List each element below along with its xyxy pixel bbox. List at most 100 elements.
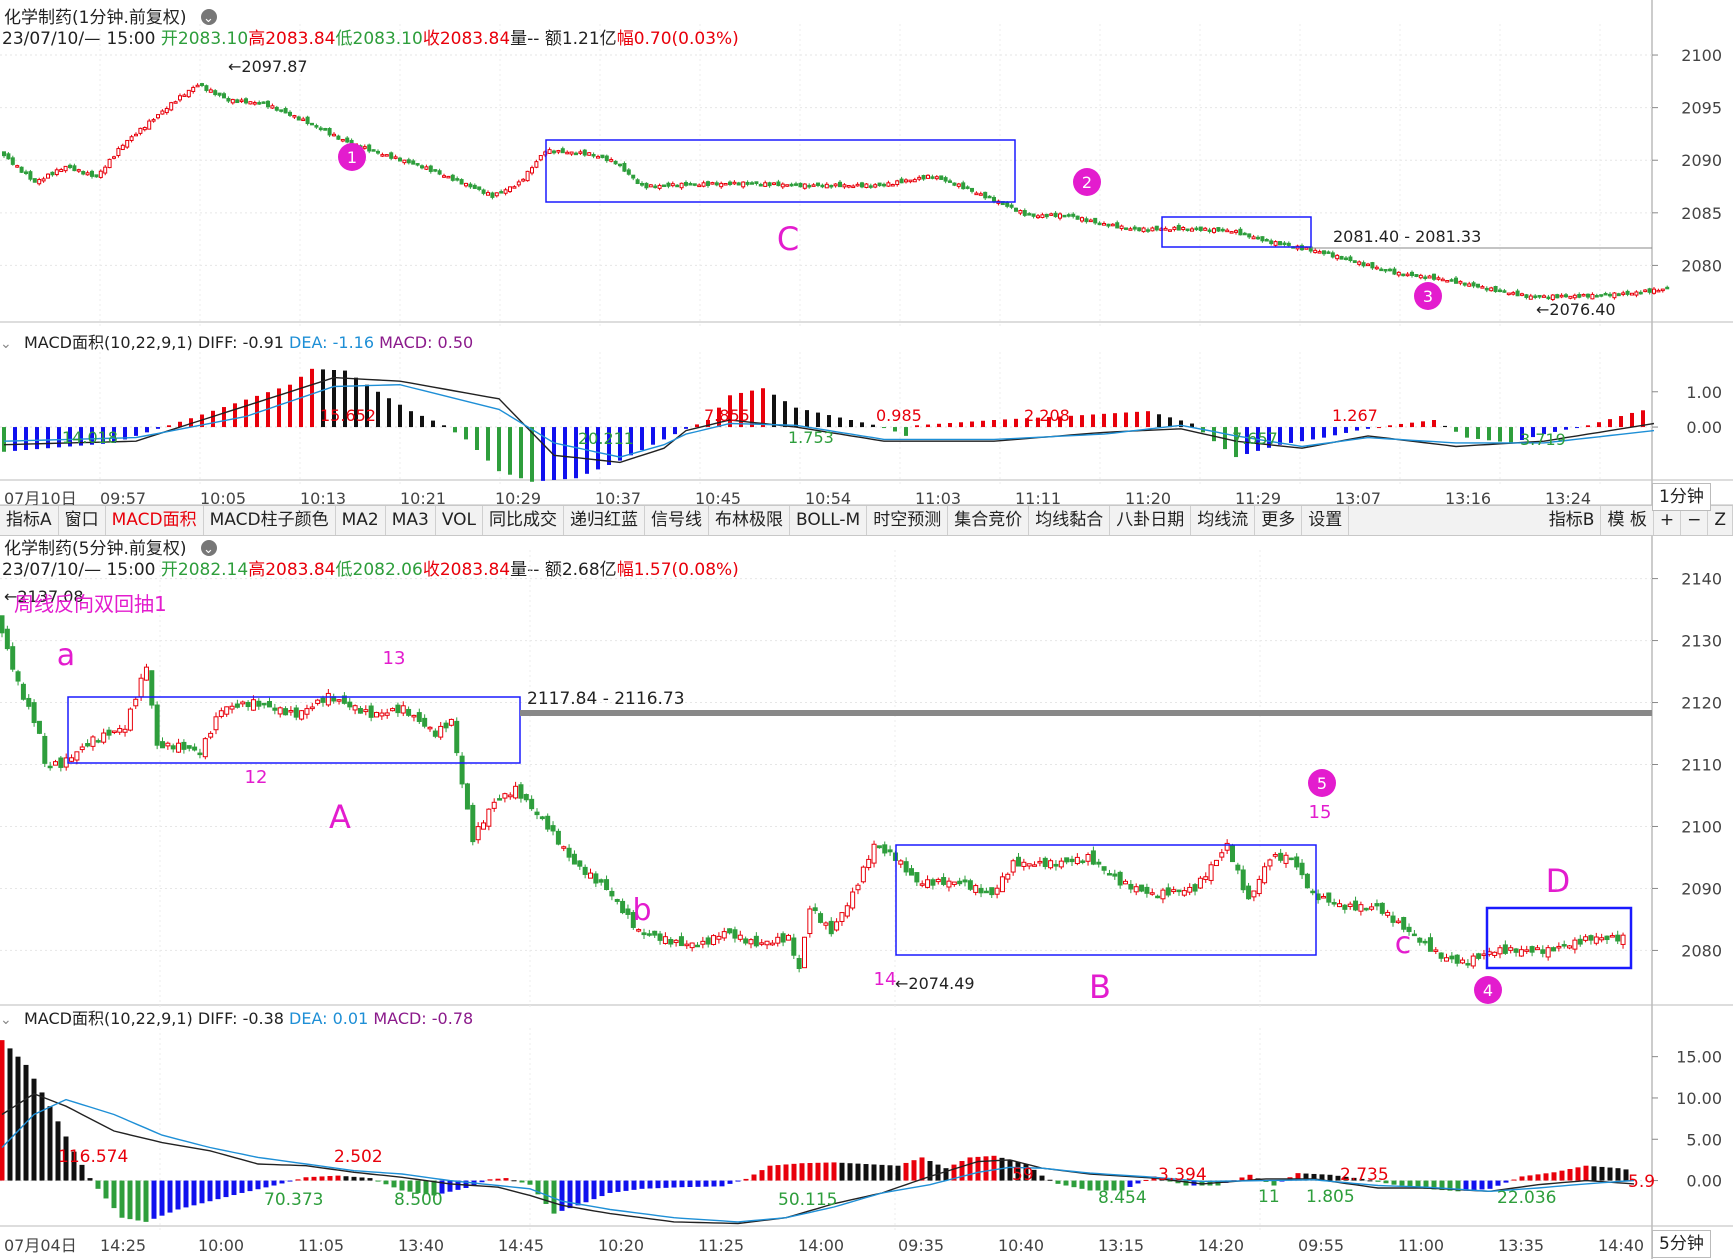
macd-bar-1-6 bbox=[68, 427, 72, 447]
timeframe-1min[interactable]: 1分钟 bbox=[1652, 483, 1711, 511]
macd1-dea: -1.16 bbox=[333, 333, 379, 352]
toolbar-btn-8[interactable]: 递归红蓝 bbox=[564, 506, 646, 535]
candle-body-2-224 bbox=[1197, 877, 1203, 889]
candle-body-0-182 bbox=[802, 183, 807, 189]
macd-bar-3-77 bbox=[615, 1180, 621, 1192]
toolbar-btn-18[interactable]: 设置 bbox=[1302, 506, 1350, 535]
candle-body-0-146 bbox=[644, 182, 649, 189]
toolbar-btn-4[interactable]: MA2 bbox=[336, 506, 386, 535]
candle-body-0-159 bbox=[701, 182, 706, 187]
toolbar-btn-16[interactable]: 均线流 bbox=[1191, 506, 1256, 535]
candle-body-2-248 bbox=[1326, 892, 1332, 903]
candle-body-2-210 bbox=[1123, 880, 1128, 885]
toolbar-btn-12[interactable]: 时空预测 bbox=[867, 506, 949, 535]
candle-body-2-145 bbox=[775, 936, 781, 944]
macd-bar-1-99 bbox=[1091, 414, 1095, 428]
toolbar-btn-10[interactable]: 布林极限 bbox=[709, 506, 791, 535]
candle-body-2-175 bbox=[935, 878, 941, 883]
candle-body-0-290 bbox=[1278, 241, 1282, 246]
candle-body-2-35 bbox=[186, 745, 192, 749]
candle-body-2-241 bbox=[1288, 857, 1294, 861]
macd-bar-1-49 bbox=[541, 427, 545, 481]
toolbar-btn-15[interactable]: 八卦日期 bbox=[1110, 506, 1192, 535]
macd-bar-3-156 bbox=[1247, 1174, 1253, 1181]
candle-body-2-26 bbox=[138, 677, 144, 698]
candle-body-0-160 bbox=[706, 181, 710, 187]
toolbar-btn-13[interactable]: 集合竞价 bbox=[948, 506, 1030, 535]
macd-bar-1-44 bbox=[486, 427, 490, 461]
toolbar-right-btn-3[interactable]: − bbox=[1681, 506, 1709, 535]
macd-bar-3-40 bbox=[319, 1176, 325, 1181]
toolbar-btn-11[interactable]: BOLL-M bbox=[790, 506, 868, 535]
candle-body-0-208 bbox=[917, 176, 922, 180]
macd-bar-3-29 bbox=[231, 1180, 237, 1196]
candle-body-0-36 bbox=[160, 110, 165, 115]
macd-bar-1-74 bbox=[816, 412, 820, 428]
toolbar-btn-3[interactable]: MACD柱子颜色 bbox=[204, 506, 336, 535]
macd2-value-0: 116.574 bbox=[58, 1147, 128, 1167]
candle-body-0-268 bbox=[1181, 227, 1186, 230]
toolbar-btn-14[interactable]: 均线黏合 bbox=[1029, 506, 1111, 535]
toolbar-btn-6[interactable]: VOL bbox=[436, 506, 484, 535]
macd-ytick-3-0: 15.00 bbox=[1676, 1048, 1722, 1067]
candle-body-2-96 bbox=[513, 785, 519, 799]
macd-bar-3-50 bbox=[399, 1180, 405, 1191]
toolbar-btn-9[interactable]: 信号线 bbox=[645, 506, 710, 535]
candle-body-2-268 bbox=[1433, 949, 1439, 952]
macd-bar-1-105 bbox=[1157, 414, 1161, 428]
macd-bar-1-67 bbox=[739, 392, 743, 428]
toolbar-right-btn-1[interactable]: 模 板 bbox=[1601, 506, 1654, 535]
toolbar-right-btn-0[interactable]: 指标B bbox=[1543, 506, 1602, 535]
toolbar-right-btn-4[interactable]: Z bbox=[1708, 506, 1733, 535]
candle-body-2-45 bbox=[240, 701, 246, 705]
candle-body-0-93 bbox=[411, 160, 416, 165]
toolbar-btn-7[interactable]: 同比成交 bbox=[483, 506, 565, 535]
lower-close: 2083.84 bbox=[440, 560, 510, 580]
macd-bar-1-108 bbox=[1190, 423, 1194, 428]
candle-body-0-323 bbox=[1423, 276, 1428, 279]
candle-body-0-113 bbox=[499, 191, 504, 194]
candle-body-0-149 bbox=[657, 184, 662, 189]
candle-body-0-315 bbox=[1388, 268, 1392, 272]
macd2-value-5: 59 bbox=[1012, 1165, 1034, 1185]
macd1-value-3: 7.855 bbox=[704, 406, 750, 425]
toolbar-btn-5[interactable]: MA3 bbox=[386, 506, 436, 535]
macd-bar-3-139 bbox=[1111, 1180, 1117, 1191]
candle-body-0-156 bbox=[688, 183, 693, 186]
macd-bar-3-67 bbox=[535, 1180, 541, 1195]
candle-body-0-370 bbox=[1630, 292, 1634, 296]
candle-body-2-100 bbox=[534, 811, 540, 816]
macd-bar-3-201 bbox=[1607, 1167, 1613, 1181]
macd-bar-1-138 bbox=[1520, 427, 1524, 440]
macd-bar-1-58 bbox=[640, 427, 644, 450]
macd-bar-3-187 bbox=[1495, 1180, 1501, 1186]
ytick-2-2: 2120 bbox=[1681, 694, 1722, 713]
candle-body-2-184 bbox=[983, 890, 989, 894]
timeframe-5min[interactable]: 5分钟 bbox=[1652, 1230, 1711, 1258]
toolbar-right-btn-2[interactable]: + bbox=[1654, 506, 1682, 535]
macd-bar-3-194 bbox=[1551, 1172, 1557, 1181]
candle-body-2-266 bbox=[1422, 940, 1428, 944]
wave-label-a: a bbox=[57, 638, 75, 673]
candle-body-2-30 bbox=[160, 741, 165, 749]
candle-body-0-188 bbox=[829, 184, 834, 188]
macd-bar-1-29 bbox=[321, 369, 325, 428]
macd-bar-3-106 bbox=[847, 1163, 853, 1181]
toolbar-btn-0[interactable]: 指标A bbox=[0, 506, 59, 535]
macd-bar-3-46 bbox=[367, 1178, 373, 1181]
candle-body-2-244 bbox=[1304, 873, 1310, 889]
toolbar-btn-1[interactable]: 窗口 bbox=[59, 506, 106, 535]
toolbar-btn-2[interactable]: MACD面积 bbox=[106, 506, 204, 535]
candle-body-0-95 bbox=[420, 165, 424, 169]
macd-bar-3-85 bbox=[679, 1180, 685, 1188]
macd-bar-3-124 bbox=[991, 1155, 997, 1181]
candle-body-0-91 bbox=[402, 159, 407, 164]
macd-bar-1-135 bbox=[1487, 427, 1491, 441]
candle-body-0-341 bbox=[1502, 290, 1507, 293]
macd-bar-1-68 bbox=[750, 390, 754, 428]
toolbar-btn-17[interactable]: 更多 bbox=[1255, 506, 1303, 535]
candle-body-0-321 bbox=[1414, 274, 1419, 277]
lower-open_label: 开 bbox=[161, 560, 178, 580]
candle-body-2-94 bbox=[502, 793, 508, 799]
